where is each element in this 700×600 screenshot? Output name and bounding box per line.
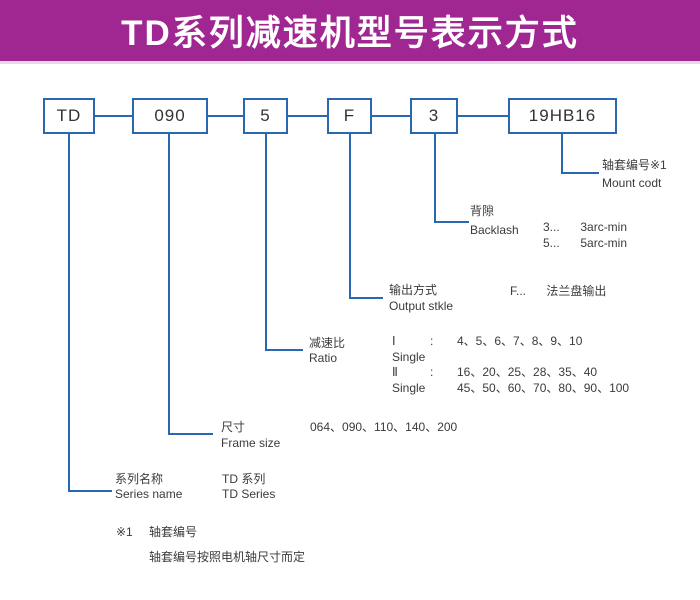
page-title: TD系列减速机型号表示方式 xyxy=(121,14,579,53)
ratio-stage: Ⅰ xyxy=(392,334,396,348)
connector-line xyxy=(372,115,410,117)
footnote-marker: ※1 xyxy=(116,525,133,539)
leader-line-frame-size xyxy=(168,134,213,435)
backlash-option-code: 3... xyxy=(543,220,560,234)
leader-line-mount xyxy=(561,134,599,174)
ratio-label-en: Ratio xyxy=(309,351,338,365)
series-name-value-zh: TD 系列 xyxy=(222,472,266,486)
footnote-note: 轴套编号按照电机轴尺寸而定 xyxy=(149,550,306,564)
connector-line xyxy=(208,115,243,117)
header-banner: TD系列减速机型号表示方式 xyxy=(0,0,700,61)
backlash-option: 5... 5arc-min xyxy=(543,235,627,251)
output-style-code: F... xyxy=(510,284,527,298)
backlash-options: 3... 3arc-min 5... 5arc-min xyxy=(543,219,627,251)
ratio-values: 16、20、25、28、35、40 xyxy=(457,365,598,379)
ratio-colon: : xyxy=(430,334,434,348)
ratio-colon: : xyxy=(430,365,434,379)
ratio-row: Ⅱ: 16、20、25、28、35、40 xyxy=(392,365,629,381)
model-box-backlash: 3 xyxy=(410,98,458,134)
mount-code-label-zh: 轴套编号※1 xyxy=(602,158,667,172)
header-banner-strip xyxy=(0,61,700,64)
model-box-mount-code: 19HB16 xyxy=(508,98,617,134)
model-box-output-style: F xyxy=(327,98,372,134)
ratio-stage: Ⅱ xyxy=(392,365,398,379)
mount-code-label: 轴套编号※1 Mount codt xyxy=(602,156,667,192)
model-box-frame-size: 090 xyxy=(132,98,208,134)
frame-size-label: 尺寸 Frame size xyxy=(221,419,280,451)
ratio-row: Ⅰ: 4、5、6、7、8、9、10 xyxy=(392,334,629,350)
ratio-stage: Single xyxy=(392,380,426,395)
backlash-label-en: Backlash xyxy=(470,223,519,237)
ratio-stage: Single xyxy=(392,349,426,364)
series-name-label: 系列名称 Series name xyxy=(115,472,182,502)
leader-line-series xyxy=(68,134,112,492)
ratio-values: 45、50、60、70、80、90、100 xyxy=(457,380,630,395)
series-name-value-en: TD Series xyxy=(222,487,276,501)
backlash-option-desc: 5arc-min xyxy=(580,236,628,250)
model-box-ratio: 5 xyxy=(243,98,288,134)
series-name-value: TD 系列 TD Series xyxy=(222,472,275,502)
backlash-option-desc: 3arc-min xyxy=(580,220,628,234)
ratio-row: Single 45、50、60、70、80、90、100 xyxy=(392,381,629,397)
mount-code-label-en: Mount codt xyxy=(602,176,662,190)
model-box-series: TD xyxy=(43,98,95,134)
leader-line-backlash xyxy=(434,134,469,223)
leader-line-ratio xyxy=(265,134,303,351)
footnote-title: 轴套编号 xyxy=(149,525,198,539)
frame-size-values: 064、090、110、140、200 xyxy=(310,420,458,434)
frame-size-label-zh: 尺寸 xyxy=(221,420,246,434)
connector-line xyxy=(288,115,327,117)
backlash-option-code: 5... xyxy=(543,236,560,250)
series-name-label-en: Series name xyxy=(115,487,183,501)
series-name-label-zh: 系列名称 xyxy=(115,472,164,486)
ratio-table: Ⅰ: 4、5、6、7、8、9、10 Single Ⅱ: 16、20、25、28、35… xyxy=(392,334,629,396)
leader-line-output xyxy=(349,134,383,299)
backlash-option: 3... 3arc-min xyxy=(543,219,627,235)
ratio-label: 减速比 Ratio xyxy=(309,336,345,366)
output-style-value: F... 法兰盘输出 xyxy=(510,284,606,299)
output-style-label: 输出方式 Output stkle xyxy=(389,282,453,314)
connector-line xyxy=(458,115,508,117)
frame-size-label-en: Frame size xyxy=(221,436,281,450)
backlash-label-zh: 背隙 xyxy=(470,204,495,218)
output-style-label-zh: 输出方式 xyxy=(389,283,438,297)
ratio-values: 4、5、6、7、8、9、10 xyxy=(457,334,583,348)
connector-line xyxy=(95,115,132,117)
output-style-label-en: Output stkle xyxy=(389,299,454,313)
backlash-label: 背隙 Backlash xyxy=(470,202,519,240)
ratio-label-zh: 减速比 xyxy=(309,336,346,350)
ratio-row: Single xyxy=(392,350,629,366)
output-style-desc: 法兰盘输出 xyxy=(546,284,607,298)
